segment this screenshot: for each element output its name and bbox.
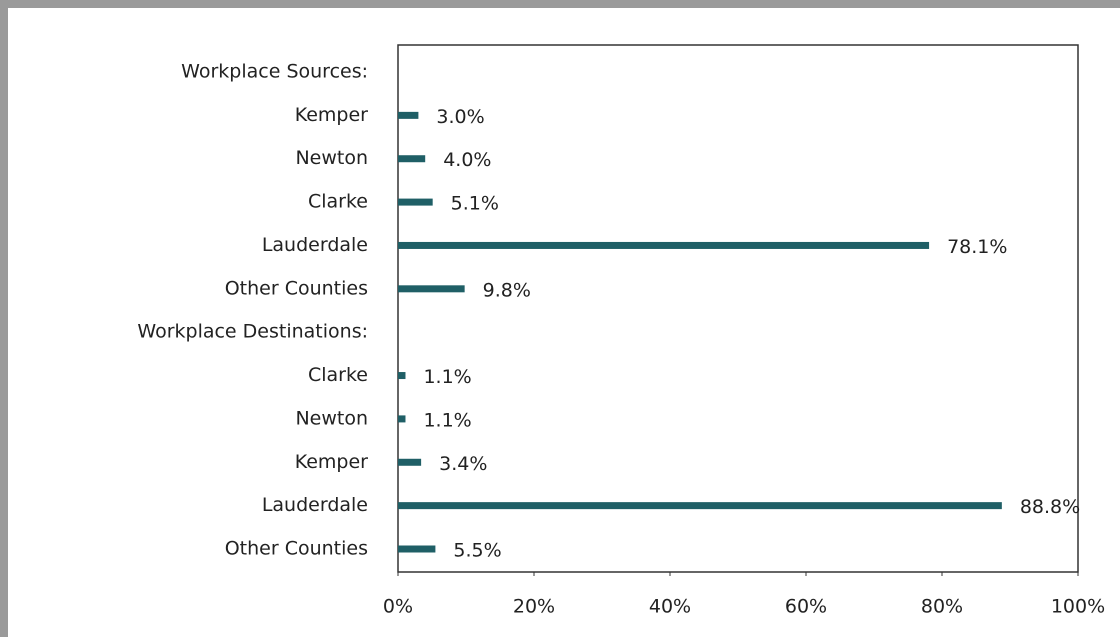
x-tick-label: 20% bbox=[513, 596, 555, 618]
x-tick-label: 100% bbox=[1051, 596, 1105, 618]
category-label: Other Counties bbox=[225, 538, 368, 560]
x-tick-label: 60% bbox=[785, 596, 827, 618]
bar bbox=[398, 155, 426, 163]
bar bbox=[398, 372, 406, 380]
bar bbox=[398, 111, 419, 119]
bar bbox=[398, 458, 422, 466]
category-label: Clarke bbox=[308, 191, 368, 213]
bar bbox=[398, 241, 930, 249]
data-label: 9.8% bbox=[483, 279, 531, 301]
bar bbox=[398, 198, 433, 206]
bar bbox=[398, 502, 1002, 510]
data-label: 4.0% bbox=[443, 149, 491, 171]
x-tick-label: 40% bbox=[649, 596, 691, 618]
bar bbox=[398, 545, 436, 553]
category-label: Newton bbox=[295, 407, 368, 429]
data-label: 78.1% bbox=[947, 236, 1007, 258]
category-label: Workplace Sources: bbox=[181, 61, 368, 83]
category-label: Workplace Destinations: bbox=[137, 321, 368, 343]
plot-area bbox=[397, 44, 1079, 573]
category-label: Other Counties bbox=[225, 277, 368, 299]
data-label: 5.1% bbox=[451, 193, 499, 215]
category-label: Kemper bbox=[295, 104, 368, 126]
category-label: Lauderdale bbox=[262, 494, 368, 516]
data-label: 88.8% bbox=[1020, 496, 1080, 518]
x-tick-label: 80% bbox=[921, 596, 963, 618]
category-label: Lauderdale bbox=[262, 234, 368, 256]
category-label: Newton bbox=[295, 147, 368, 169]
x-tick-label: 0% bbox=[383, 596, 413, 618]
data-label: 3.4% bbox=[439, 453, 487, 475]
bar bbox=[398, 285, 465, 293]
category-label: Kemper bbox=[295, 451, 368, 473]
data-label: 1.1% bbox=[423, 409, 471, 431]
data-label: 1.1% bbox=[423, 366, 471, 388]
bar bbox=[398, 415, 406, 423]
data-label: 5.5% bbox=[453, 540, 501, 562]
data-label: 3.0% bbox=[436, 106, 484, 128]
category-label: Clarke bbox=[308, 364, 368, 386]
